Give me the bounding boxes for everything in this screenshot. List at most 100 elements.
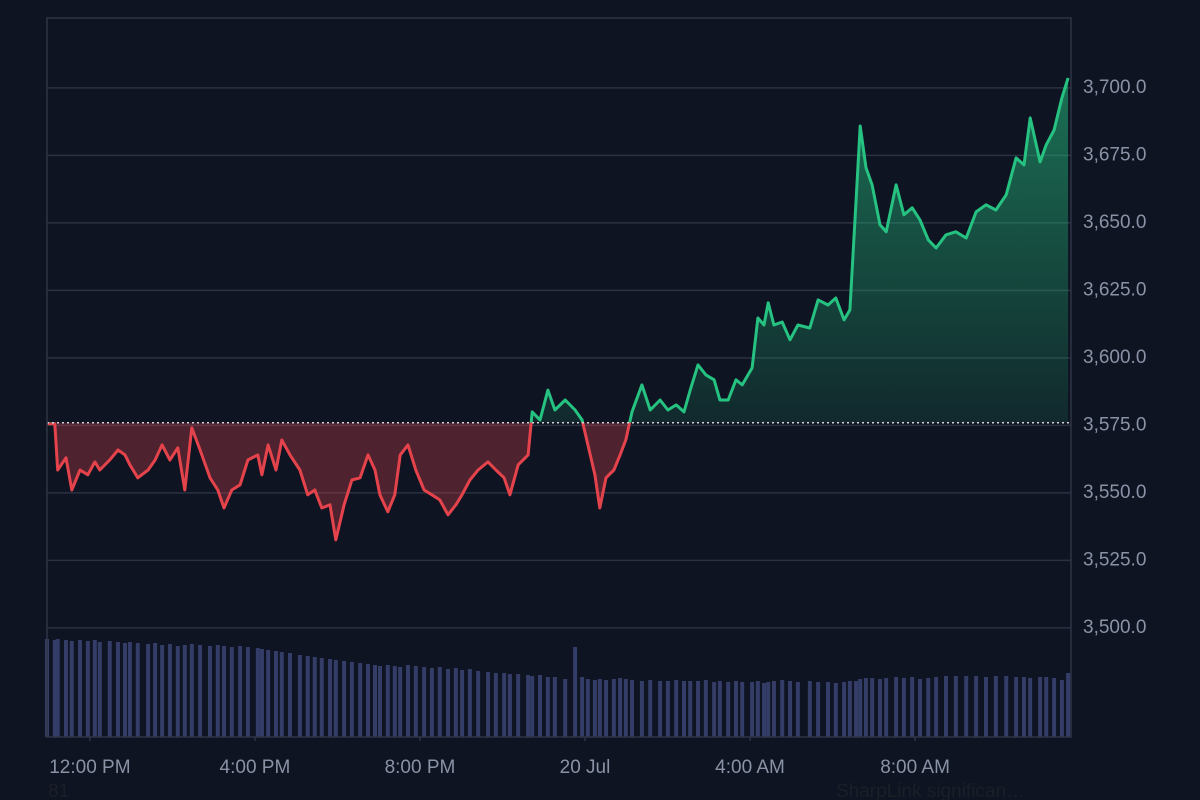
volume-bar: [493, 673, 498, 737]
y-tick-label: 3,700.0: [1083, 77, 1146, 98]
volume-bar: [630, 680, 635, 737]
volume-bar: [771, 681, 776, 737]
volume-bar: [55, 639, 60, 737]
x-tick-label: 12:00 PM: [49, 757, 130, 778]
volume-bar: [538, 675, 543, 737]
volume-bar: [259, 649, 264, 737]
volume-bar: [526, 675, 531, 737]
volume-bar: [207, 646, 212, 737]
volume-bar: [780, 680, 785, 737]
volume-bar: [766, 682, 771, 737]
volume-bar: [92, 640, 97, 737]
volume-bar: [385, 665, 390, 737]
volume-bar: [696, 681, 701, 737]
volume-bar: [953, 676, 958, 737]
volume-bar: [788, 681, 793, 737]
volume-bar: [273, 651, 278, 737]
volume-bar: [97, 642, 102, 737]
volume-bar: [1004, 676, 1009, 737]
volume-bar: [688, 681, 693, 737]
y-tick-label: 3,550.0: [1083, 482, 1146, 503]
volume-bar: [319, 658, 324, 737]
volume-bar: [1059, 680, 1064, 737]
volume-bar: [592, 680, 597, 737]
y-tick-label: 3,675.0: [1083, 144, 1146, 165]
volume-bar: [255, 648, 260, 737]
volume-bar: [943, 676, 948, 737]
volume-bar: [717, 681, 722, 737]
volume-bar: [984, 677, 989, 737]
volume-bar: [365, 664, 370, 737]
volume-bar: [870, 678, 875, 737]
volume-bar: [229, 647, 234, 737]
volume-bar: [160, 645, 165, 737]
volume-bar: [833, 683, 838, 737]
volume-bar: [1038, 677, 1043, 737]
volume-bar: [333, 660, 338, 737]
volume-bar: [712, 682, 717, 737]
volume-bar: [507, 674, 512, 737]
volume-bar: [279, 652, 284, 737]
x-tick-label: 4:00 PM: [220, 757, 291, 778]
volume-bar: [342, 661, 347, 737]
volume-bar: [858, 679, 863, 737]
volume-bar: [993, 676, 998, 737]
x-tick-label: 4:00 AM: [715, 757, 785, 778]
volume-bar: [392, 666, 397, 737]
volume-bar: [69, 641, 74, 737]
y-tick-label: 3,500.0: [1083, 617, 1146, 638]
volume-bar: [530, 676, 535, 737]
volume-bar: [755, 681, 760, 737]
volume-bar: [1028, 678, 1033, 737]
volume-bar: [604, 680, 609, 737]
footer-text: SharpLink significan…: [836, 781, 1025, 800]
volume-bar: [182, 645, 187, 737]
volume-bar: [563, 679, 568, 737]
volume-bar: [618, 678, 623, 737]
volume-bar: [934, 677, 939, 737]
volume-bar: [516, 674, 521, 737]
volume-bar: [453, 668, 458, 737]
volume-bar: [1066, 673, 1071, 737]
price-area: [47, 77, 1069, 540]
volume-bar: [63, 640, 68, 737]
volume-bar: [740, 682, 745, 737]
volume-bar: [917, 679, 922, 737]
volume-bar: [901, 678, 906, 737]
volume-bar: [288, 653, 293, 737]
volume-bar: [807, 681, 812, 737]
volume-bar: [658, 681, 663, 737]
volume-bar: [585, 679, 590, 737]
volume-bar: [135, 643, 140, 737]
volume-bar: [460, 670, 465, 737]
volume-bar: [328, 659, 333, 737]
volume-bar: [665, 681, 670, 737]
volume-bar: [854, 681, 859, 737]
volume-bar: [167, 644, 172, 737]
volume-bar: [733, 681, 738, 737]
plot-frame: [46, 17, 1072, 738]
volume-bar: [127, 642, 132, 737]
footer-text: 81: [48, 781, 69, 800]
volume-bar: [639, 681, 644, 737]
volume-bar: [847, 681, 852, 737]
volume-bar: [552, 677, 557, 737]
volume-bar: [703, 680, 708, 737]
y-tick-label: 3,525.0: [1083, 549, 1146, 570]
volume-bar: [153, 643, 158, 737]
volume-bar: [429, 668, 434, 737]
volume-bar: [1052, 678, 1057, 737]
volume-bar: [1014, 677, 1019, 737]
volume-bar: [974, 676, 979, 737]
volume-bar: [122, 643, 127, 737]
volume-bar: [894, 677, 899, 737]
y-tick-label: 3,600.0: [1083, 347, 1146, 368]
volume-bar: [297, 655, 302, 737]
price-line: [47, 77, 1070, 542]
volume-bar: [189, 644, 194, 737]
volume-bar: [726, 682, 731, 737]
volume-bar: [597, 679, 602, 737]
volume-bar: [372, 665, 377, 737]
volume-bar: [863, 678, 868, 737]
